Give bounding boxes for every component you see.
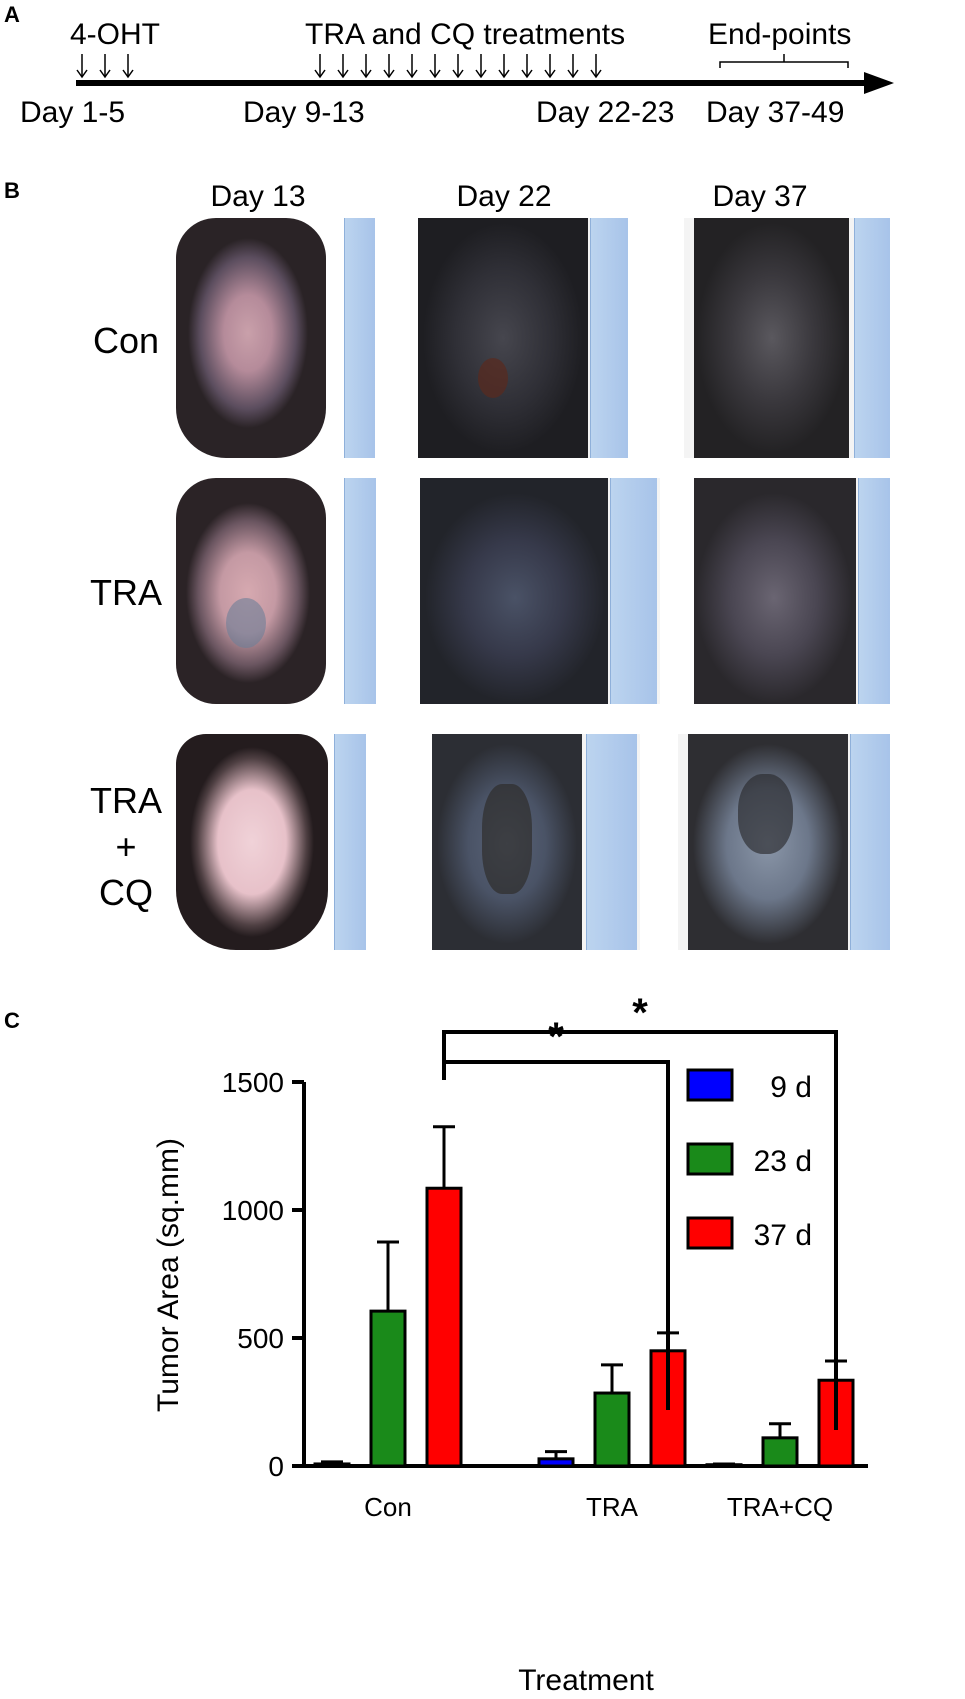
bar-tra-cq-23d	[761, 1436, 799, 1468]
photo-tracq-day37	[678, 734, 890, 950]
bracket-con-tra	[442, 1060, 670, 1410]
legend-swatch	[686, 1142, 734, 1176]
column-header-day-13: Day 13	[210, 180, 306, 213]
row-label-tra-cq: TRA + CQ	[90, 780, 162, 913]
ruler	[344, 218, 375, 458]
x-tick-label: TRA+CQ	[727, 1492, 833, 1522]
ruler	[586, 734, 637, 950]
y-tick-label: 1000	[222, 1195, 284, 1226]
legend-label: 37 d	[754, 1219, 812, 1252]
ruler	[850, 734, 890, 950]
photo-tra-day13	[176, 478, 376, 704]
bar-con-37d	[425, 1186, 463, 1468]
ohp-arrows	[76, 54, 134, 79]
timeline-marker-treatments: TRA and CQ treatments	[305, 18, 626, 51]
panel-label-b: B	[4, 178, 20, 203]
bar-tra-9d	[537, 1457, 575, 1468]
timeline-day-1-5: Day 1-5	[20, 96, 126, 129]
photo-tracq-day13	[176, 734, 366, 950]
significance-star: *	[632, 991, 648, 1035]
panel-label-c: C	[4, 1008, 20, 1033]
legend-label: 9 d	[770, 1071, 812, 1104]
timeline-marker-endpoints: End-points	[708, 18, 852, 51]
timeline-arrowhead	[864, 72, 894, 94]
photo-tra-day37	[694, 478, 890, 704]
photo-con-day13	[176, 218, 376, 458]
panel-label-a: A	[4, 2, 20, 27]
ruler	[610, 478, 657, 704]
ruler	[854, 218, 890, 458]
bar-con-9d	[313, 1462, 351, 1468]
photo-tra-day22	[420, 478, 660, 704]
y-ticks: 0 500 1000 1500	[222, 1067, 304, 1482]
photo-con-day22	[418, 218, 628, 458]
ruler	[334, 734, 366, 950]
legend-swatch	[686, 1068, 734, 1102]
legend-swatch	[686, 1216, 734, 1250]
y-tick-label: 1500	[222, 1067, 284, 1098]
timeline-axis	[76, 54, 894, 94]
column-header-day-22: Day 22	[456, 180, 552, 213]
timeline-day-22-23: Day 22-23	[536, 96, 675, 129]
y-axis-label: Tumor Area (sq.mm)	[152, 1138, 185, 1412]
ruler	[344, 478, 376, 704]
legend: 9 d 23 d 37 d	[686, 1068, 812, 1252]
timeline-day-37-49: Day 37-49	[706, 96, 845, 129]
row-label-con: Con	[92, 320, 160, 361]
y-tick-label: 500	[237, 1323, 284, 1354]
photo-con-day37	[684, 218, 890, 458]
photo-tracq-day22	[432, 734, 640, 950]
ruler	[858, 478, 890, 704]
bar-con-23d	[369, 1309, 407, 1468]
bar-tra-23d	[593, 1391, 631, 1468]
x-axis-label: Treatment	[518, 1664, 654, 1697]
ruler	[590, 218, 628, 458]
column-header-day-37: Day 37	[712, 180, 808, 213]
x-tick-labels: Con TRA TRA+CQ	[364, 1492, 833, 1522]
row-label-tra: TRA	[90, 572, 162, 613]
y-tick-label: 0	[268, 1451, 284, 1482]
significance-brackets: **	[442, 991, 838, 1430]
x-tick-label: Con	[364, 1492, 412, 1522]
endpoints-bracket	[719, 61, 849, 68]
significance-star: *	[548, 1015, 564, 1059]
bracket-con-tracq	[442, 1030, 838, 1430]
treatment-arrows	[314, 54, 602, 79]
x-tick-label: TRA	[586, 1492, 639, 1522]
timeline-day-9-13: Day 9-13	[243, 96, 365, 129]
legend-label: 23 d	[754, 1145, 812, 1178]
timeline-marker-4oht: 4-OHT	[70, 18, 160, 51]
